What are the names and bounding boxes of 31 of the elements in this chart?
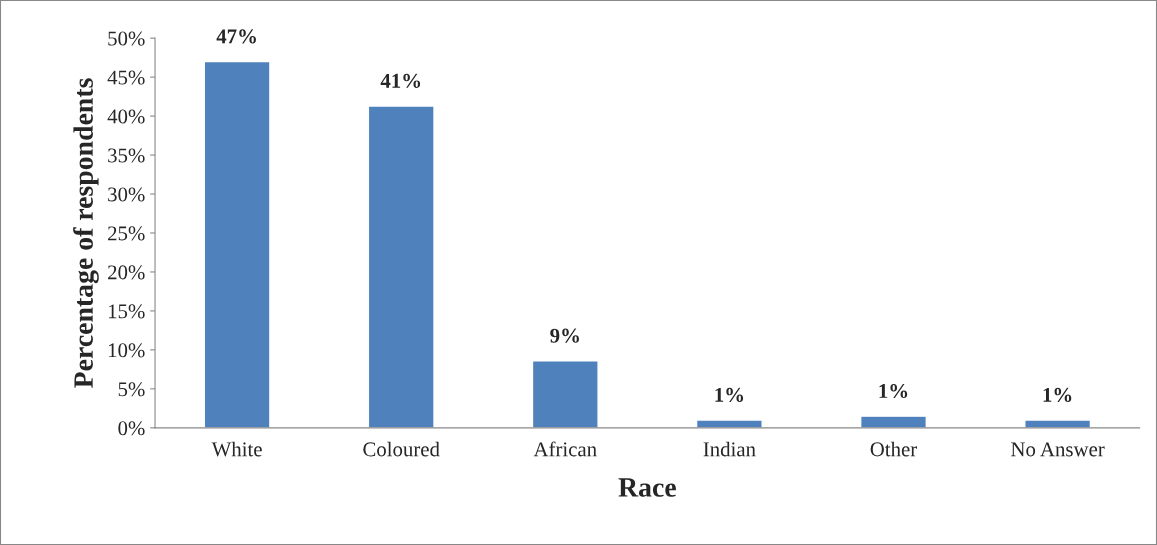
y-tick-label: 50% [108,31,145,46]
bar [1024,419,1092,428]
y-tick-label: 10% [108,343,145,358]
x-tick-label: Indian [703,441,756,457]
x-tick-label: Coloured [363,441,440,457]
y-tick-label: 15% [108,304,145,319]
x-axis-title: Race [618,478,676,497]
bar [531,360,599,428]
data-label: 1% [1043,387,1072,402]
bar [695,419,763,428]
y-tick-label: 0% [118,421,145,436]
bar [203,60,271,428]
data-label: 1% [715,387,744,402]
y-axis-title: Percentage of respondents [73,78,99,388]
x-tick-label: Other [870,441,918,457]
y-tick-label: 20% [108,265,145,280]
x-tick-label: African [533,441,597,457]
y-tick-label: 35% [108,148,145,163]
x-tick-label: White [211,441,262,457]
y-tick-label: 40% [107,109,145,124]
y-tick-label: 5% [118,382,145,397]
y-tick-label: 25% [108,226,145,241]
data-label: 41% [380,73,421,88]
data-label: 1% [879,383,908,399]
bar [859,415,928,428]
x-tick-label: No Answer [1011,442,1105,457]
y-tick-label: 45% [107,70,145,85]
y-tick-label: 30% [108,187,145,202]
data-label: 47% [216,29,256,44]
bar [367,105,435,428]
data-label: 9% [550,328,579,343]
